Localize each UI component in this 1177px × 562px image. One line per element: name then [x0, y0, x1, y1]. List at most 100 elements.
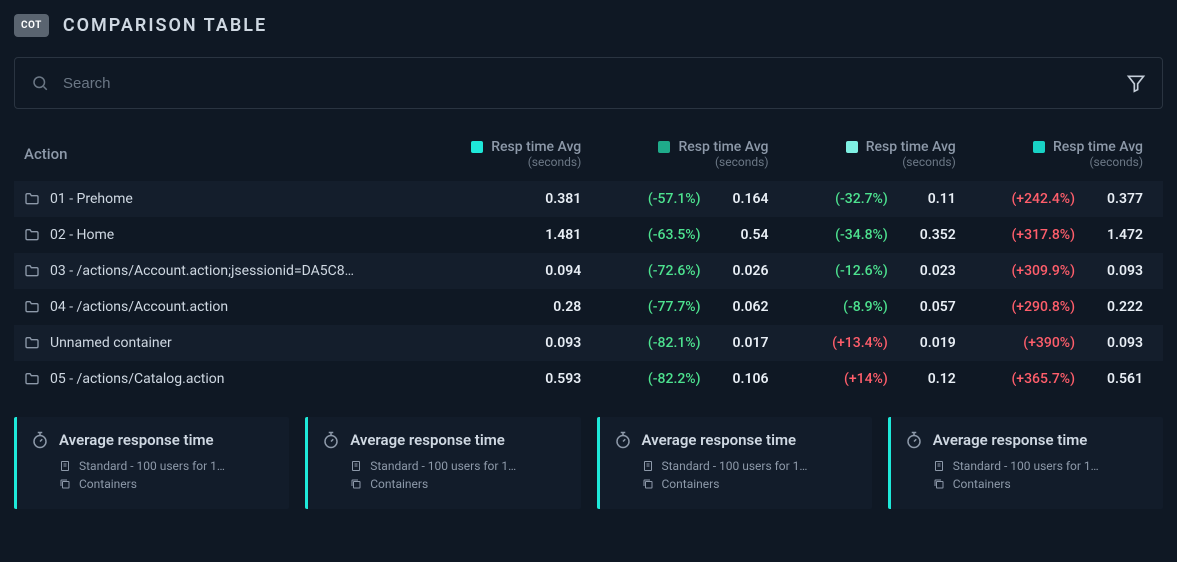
data-cell: 0.094	[404, 263, 591, 279]
delta-value	[443, 335, 513, 351]
delta-value: (-32.7%)	[818, 191, 888, 207]
delta-value: (-77.7%)	[631, 299, 701, 315]
stack-icon	[59, 478, 71, 490]
metric-value: 0.057	[906, 299, 956, 315]
metric-value: 0.093	[1093, 335, 1143, 351]
col-header-0[interactable]: Resp time Avg (seconds)	[404, 139, 591, 169]
folder-icon	[24, 299, 40, 315]
delta-value: (+309.9%)	[1005, 263, 1075, 279]
delta-value	[443, 299, 513, 315]
action-cell: 03 - /actions/Account.action;jsessionid=…	[24, 263, 404, 279]
metric-value: 0.062	[719, 299, 769, 315]
action-cell: 02 - Home	[24, 227, 404, 243]
card-line1: Standard - 100 users for 1…	[662, 459, 808, 473]
data-cell: (+14%)0.12	[779, 371, 966, 387]
metric-value: 0.377	[1093, 191, 1143, 207]
metric-value: 0.164	[719, 191, 769, 207]
col-action-header[interactable]: Action	[24, 145, 404, 163]
col-header-sublabel: (seconds)	[404, 155, 581, 169]
folder-icon	[24, 191, 40, 207]
action-cell: Unnamed container	[24, 335, 404, 351]
metric-value: 0.094	[531, 263, 581, 279]
delta-value: (-12.6%)	[818, 263, 888, 279]
summary-card[interactable]: Average response time Standard - 100 use…	[305, 417, 580, 509]
stopwatch-icon	[614, 431, 632, 449]
delta-value	[443, 371, 513, 387]
metric-value: 0.11	[906, 191, 956, 207]
data-cell: (-34.8%)0.352	[779, 227, 966, 243]
stack-icon	[642, 478, 654, 490]
cot-badge: COT	[14, 14, 49, 37]
table-row[interactable]: 05 - /actions/Catalog.action 0.593 (-82.2%…	[14, 361, 1163, 397]
delta-value: (-8.9%)	[818, 299, 888, 315]
data-cell: 0.093	[404, 335, 591, 351]
data-cell: (-82.1%)0.017	[591, 335, 778, 351]
data-cell: (+242.4%)0.377	[966, 191, 1153, 207]
col-header-label: Resp time Avg	[678, 139, 768, 155]
document-icon	[59, 460, 71, 472]
search-bar	[14, 57, 1163, 109]
data-cell: 0.381	[404, 191, 591, 207]
folder-icon	[24, 371, 40, 387]
action-label: 03 - /actions/Account.action;jsessionid=…	[50, 263, 354, 279]
card-line1: Standard - 100 users for 1…	[953, 459, 1099, 473]
swatch-icon	[1033, 141, 1045, 153]
metric-value: 0.093	[1093, 263, 1143, 279]
delta-value: (-82.1%)	[631, 335, 701, 351]
col-header-label: Resp time Avg	[491, 139, 581, 155]
folder-icon	[24, 263, 40, 279]
data-cell: (+309.9%) 0.093	[966, 263, 1153, 279]
delta-value: (+290.8%)	[1005, 299, 1075, 315]
search-icon	[31, 74, 49, 92]
card-line1: Standard - 100 users for 1…	[370, 459, 516, 473]
col-header-1[interactable]: Resp time Avg (seconds)	[591, 139, 778, 169]
data-cell: 0.593	[404, 371, 591, 387]
data-cell: (-57.1%)0.164	[591, 191, 778, 207]
stopwatch-icon	[322, 431, 340, 449]
metric-value: 0.12	[906, 371, 956, 387]
table-row[interactable]: 02 - Home1.481(-63.5%)0.54(-34.8%)0.352(…	[14, 217, 1163, 253]
metric-value: 0.106	[719, 371, 769, 387]
card-title: Average response time	[642, 431, 797, 449]
summary-card[interactable]: Average response time Standard - 100 use…	[597, 417, 872, 509]
action-cell: 05 - /actions/Catalog.action	[24, 371, 404, 387]
card-line2: Containers	[953, 477, 1011, 491]
action-label: Unnamed container	[50, 335, 172, 351]
delta-value	[443, 191, 513, 207]
data-cell: (-8.9%) 0.057	[779, 299, 966, 315]
data-cell: (+390%) 0.093	[966, 335, 1153, 351]
metric-value: 0.381	[531, 191, 581, 207]
summary-card[interactable]: Average response time Standard - 100 use…	[888, 417, 1163, 509]
metric-value: 0.561	[1093, 371, 1143, 387]
table-row[interactable]: 04 - /actions/Account.action 0.28 (-77.7%)…	[14, 289, 1163, 325]
metric-value: 0.28	[531, 299, 581, 315]
search-input[interactable]	[63, 75, 1112, 92]
action-label: 01 - Prehome	[50, 191, 133, 207]
card-title: Average response time	[59, 431, 214, 449]
card-line1: Standard - 100 users for 1…	[79, 459, 225, 473]
table-row[interactable]: Unnamed container0.093(-82.1%)0.017(+13.…	[14, 325, 1163, 361]
metric-value: 0.023	[906, 263, 956, 279]
metric-value: 0.019	[906, 335, 956, 351]
delta-value: (+317.8%)	[1005, 227, 1075, 243]
card-line2: Containers	[662, 477, 720, 491]
data-cell: (+290.8%)0.222	[966, 299, 1153, 315]
data-cell: (-32.7%) 0.11	[779, 191, 966, 207]
table-row[interactable]: 01 - Prehome 0.381 (-57.1%)0.164 (-32.7%) 0.…	[14, 181, 1163, 217]
stack-icon	[933, 478, 945, 490]
delta-value	[443, 263, 513, 279]
col-header-2[interactable]: Resp time Avg (seconds)	[779, 139, 966, 169]
delta-value: (+390%)	[1005, 335, 1075, 351]
delta-value: (+13.4%)	[818, 335, 888, 351]
col-header-3[interactable]: Resp time Avg (seconds)	[966, 139, 1153, 169]
data-cell: (-63.5%)0.54	[591, 227, 778, 243]
metric-value: 0.593	[531, 371, 581, 387]
action-label: 04 - /actions/Account.action	[50, 299, 228, 315]
summary-card[interactable]: Average response time Standard - 100 use…	[14, 417, 289, 509]
filter-icon[interactable]	[1126, 73, 1146, 93]
delta-value: (-82.2%)	[631, 371, 701, 387]
col-header-label: Resp time Avg	[1053, 139, 1143, 155]
swatch-icon	[658, 141, 670, 153]
table-row[interactable]: 03 - /actions/Account.action;jsessionid=…	[14, 253, 1163, 289]
document-icon	[350, 460, 362, 472]
